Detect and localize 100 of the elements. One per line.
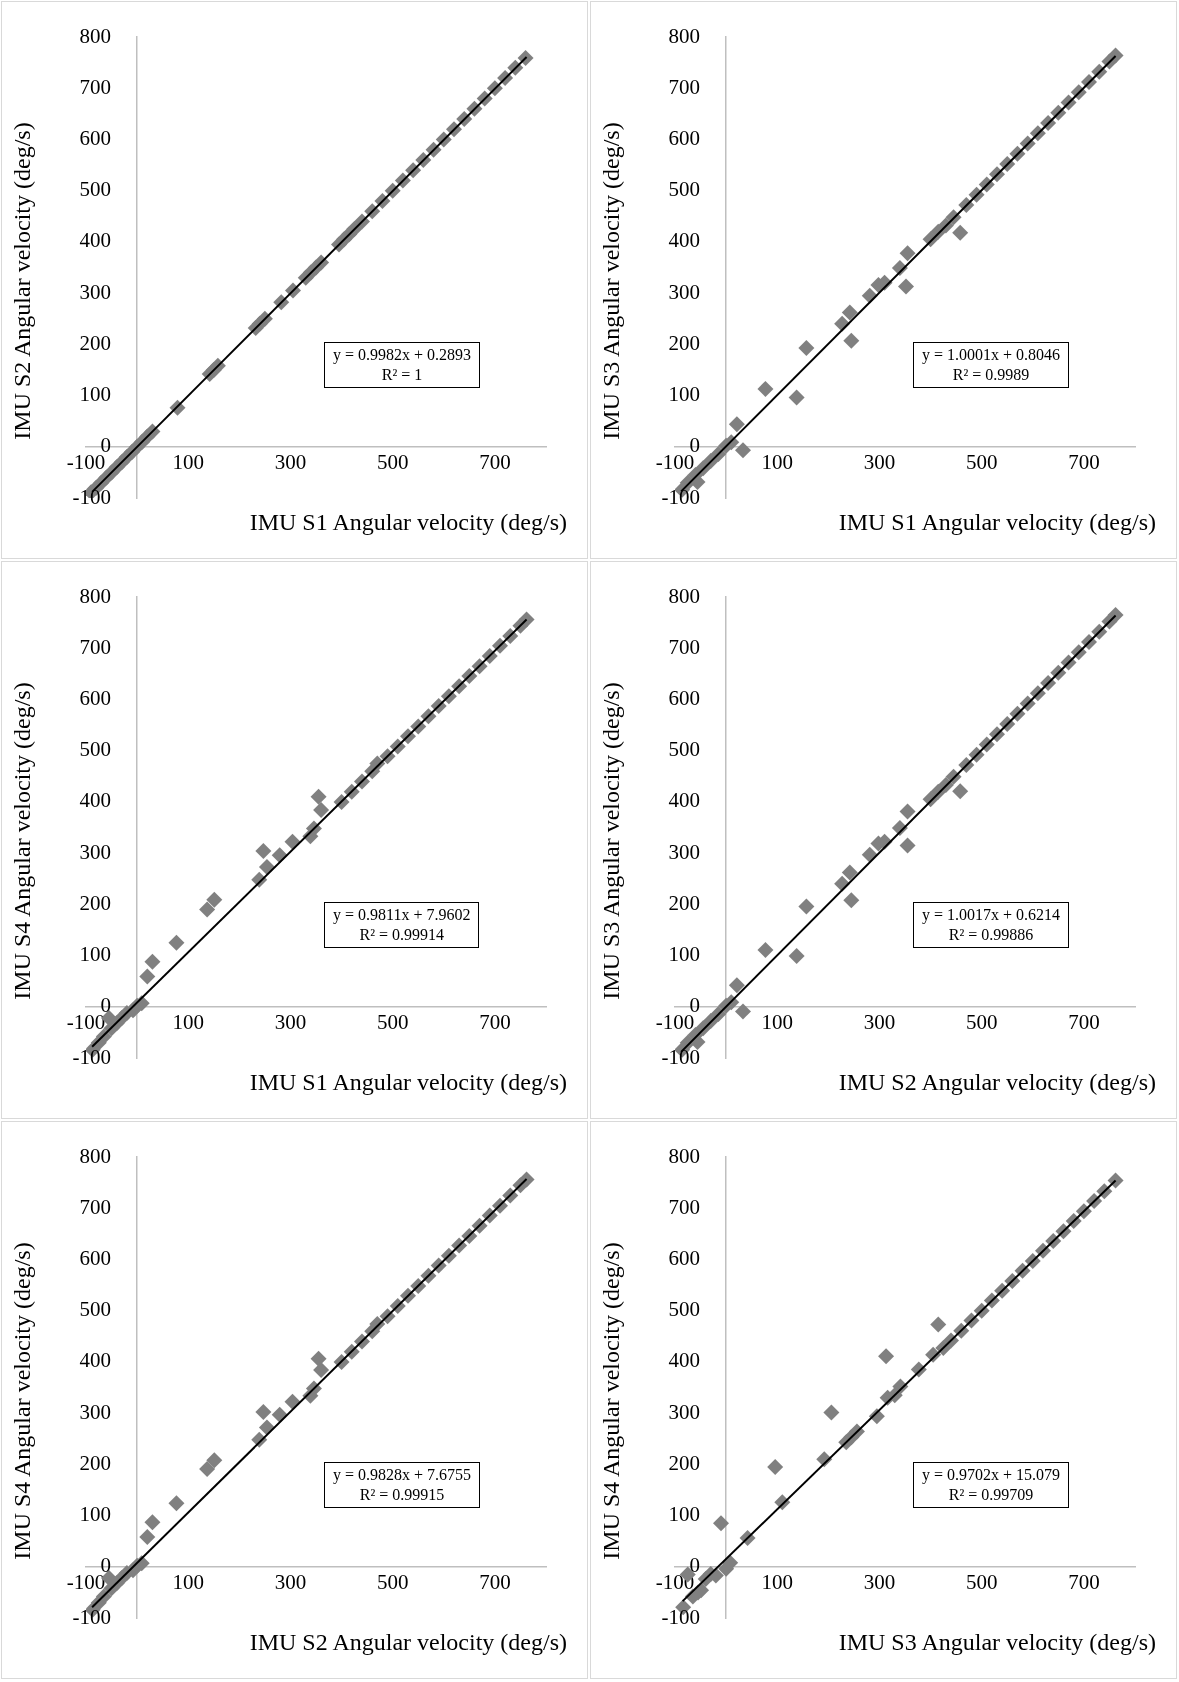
y-axis-title: IMU S4 Angular velocity (deg/s) (597, 1241, 625, 1562)
y-tick-label: 800 (668, 23, 701, 48)
annotation: y = 1.0001x + 0.8046 (922, 346, 1061, 363)
y-tick-label: 600 (668, 685, 701, 710)
y-tick-label: 700 (668, 1194, 701, 1219)
y-tick-label: -100 (72, 1604, 112, 1629)
y-tick-label: -100 (72, 484, 112, 509)
y-tick-label: -100 (661, 1044, 701, 1069)
x-tick-label: 100 (172, 449, 204, 474)
y-tick-label: 400 (668, 788, 701, 813)
y-tick-label: 100 (668, 382, 701, 407)
y-tick-label: 200 (668, 1450, 701, 1475)
y-tick-label: 0 (689, 1553, 701, 1578)
annotation: R² = 0.99915 (359, 1486, 445, 1503)
y-tick-label: 100 (668, 1502, 701, 1527)
y-tick-label: 300 (79, 1399, 112, 1424)
annotation: y = 0.9982x + 0.2893 (333, 346, 472, 363)
x-axis-title: IMU S2 Angular velocity (deg/s) (838, 1069, 1156, 1096)
x-tick-label: 100 (172, 1569, 204, 1594)
y-tick-label: 600 (79, 125, 112, 150)
annotation: y = 1.0017x + 0.6214 (922, 906, 1061, 923)
x-tick-label: 500 (965, 1569, 998, 1594)
x-tick-label: 500 (965, 449, 998, 474)
x-axis-title: IMU S3 Angular velocity (deg/s) (838, 1629, 1156, 1656)
y-tick-label: 100 (79, 1502, 112, 1527)
x-tick-label: 100 (172, 1009, 204, 1034)
y-tick-label: 600 (79, 685, 112, 710)
y-tick-label: 400 (668, 228, 701, 253)
x-tick-label: 300 (863, 1009, 896, 1034)
y-tick-label: 800 (79, 583, 112, 608)
annotation: y = 0.9828x + 7.6755 (333, 1466, 472, 1483)
y-tick-label: 200 (668, 890, 701, 915)
x-axis-title: IMU S1 Angular velocity (deg/s) (838, 509, 1156, 536)
x-tick-label: 500 (965, 1009, 998, 1034)
y-axis-title: IMU S4 Angular velocity (deg/s) (8, 1241, 36, 1562)
y-tick-label: 200 (79, 1450, 112, 1475)
x-tick-label: 700 (479, 1009, 511, 1034)
y-tick-label: 700 (79, 74, 112, 99)
x-tick-label: 300 (863, 1569, 896, 1594)
y-tick-label: 300 (79, 279, 112, 304)
y-tick-label: 100 (79, 382, 112, 407)
y-tick-label: 200 (79, 890, 112, 915)
y-tick-label: 500 (668, 1297, 701, 1322)
y-axis-title: IMU S3 Angular velocity (deg/s) (597, 121, 625, 442)
y-tick-label: 800 (668, 1143, 701, 1168)
x-tick-label: 500 (376, 1569, 409, 1594)
x-tick-label: 700 (479, 1569, 511, 1594)
x-tick-label: 700 (479, 449, 511, 474)
x-tick-label: 300 (274, 1009, 307, 1034)
x-tick-label: 500 (376, 449, 409, 474)
x-tick-label: 700 (1068, 1569, 1100, 1594)
y-tick-label: 500 (668, 737, 701, 762)
annotation: y = 0.9811x + 7.9602 (333, 906, 471, 923)
y-tick-label: 500 (79, 177, 112, 202)
annotation: R² = 0.9989 (952, 366, 1030, 383)
x-tick-label: 700 (1068, 1009, 1100, 1034)
x-tick-label: 500 (376, 1009, 409, 1034)
y-tick-label: 800 (79, 1143, 112, 1168)
x-tick-label: 100 (761, 1009, 793, 1034)
y-tick-label: 100 (79, 942, 112, 967)
y-tick-label: 800 (79, 23, 112, 48)
annotation: R² = 0.99886 (948, 926, 1034, 943)
y-axis-title: IMU S3 Angular velocity (deg/s) (597, 681, 625, 1002)
y-tick-label: 100 (668, 942, 701, 967)
annotation: y = 0.9702x + 15.079 (922, 1466, 1061, 1483)
y-tick-label: 700 (79, 1194, 112, 1219)
y-axis-title: IMU S4 Angular velocity (deg/s) (8, 681, 36, 1002)
x-tick-label: 100 (761, 1569, 793, 1594)
y-tick-label: 600 (668, 125, 701, 150)
x-tick-label: 300 (274, 1569, 307, 1594)
x-axis-title: IMU S1 Angular velocity (deg/s) (249, 509, 567, 536)
annotation: R² = 0.99914 (359, 926, 444, 943)
y-tick-label: 400 (79, 228, 112, 253)
y-tick-label: 800 (668, 583, 701, 608)
x-tick-label: 300 (274, 449, 307, 474)
y-tick-label: 300 (668, 1399, 701, 1424)
y-tick-label: 500 (79, 737, 112, 762)
y-tick-label: 300 (668, 839, 701, 864)
y-tick-label: -100 (72, 1044, 112, 1069)
x-axis-title: IMU S2 Angular velocity (deg/s) (249, 1629, 567, 1656)
annotation: R² = 1 (381, 366, 423, 383)
y-tick-label: 200 (79, 330, 112, 355)
y-tick-label: 700 (79, 634, 112, 659)
x-tick-label: 100 (761, 449, 793, 474)
y-tick-label: -100 (661, 1604, 701, 1629)
y-tick-label: 300 (668, 279, 701, 304)
x-tick-label: 300 (863, 449, 896, 474)
y-tick-label: 600 (668, 1245, 701, 1270)
y-axis-title: IMU S2 Angular velocity (deg/s) (8, 121, 36, 442)
annotation: R² = 0.99709 (948, 1486, 1034, 1503)
x-axis-title: IMU S1 Angular velocity (deg/s) (249, 1069, 567, 1096)
y-tick-label: 400 (79, 1348, 112, 1373)
y-tick-label: 500 (79, 1297, 112, 1322)
y-tick-label: 200 (668, 330, 701, 355)
y-tick-label: 400 (79, 788, 112, 813)
y-tick-label: 700 (668, 74, 701, 99)
x-tick-label: 700 (1068, 449, 1100, 474)
y-tick-label: -100 (661, 484, 701, 509)
y-tick-label: 300 (79, 839, 112, 864)
y-tick-label: 700 (668, 634, 701, 659)
